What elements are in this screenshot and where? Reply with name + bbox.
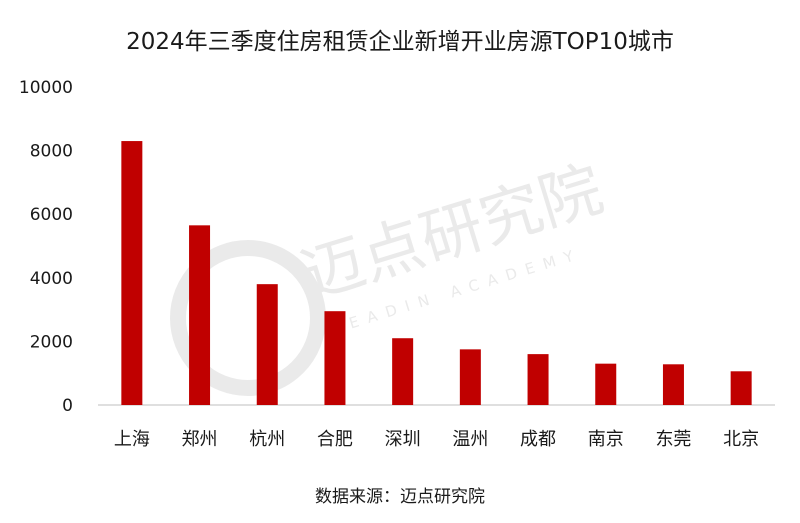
bar (459, 349, 481, 405)
bar (256, 284, 278, 405)
bar (527, 354, 549, 405)
chart-title: 2024年三季度住房租赁企业新增开业房源TOP10城市 (126, 29, 674, 55)
bar (189, 225, 211, 405)
y-tick-label: 10000 (19, 78, 73, 98)
y-tick-label: 2000 (30, 332, 73, 352)
x-tick-label: 北京 (723, 429, 759, 450)
y-tick-label: 6000 (30, 205, 73, 225)
y-tick-label: 4000 (30, 269, 73, 289)
x-tick-label: 南京 (588, 429, 624, 450)
bar (730, 371, 752, 405)
source-note: 数据来源：迈点研究院 (315, 487, 485, 507)
bar (662, 364, 684, 405)
y-tick-label: 0 (62, 396, 73, 416)
x-tick-label: 杭州 (249, 429, 285, 450)
watermark-logo-icon (170, 240, 326, 396)
x-tick-label: 郑州 (182, 429, 218, 450)
bar (324, 311, 346, 405)
x-tick-label: 东莞 (655, 429, 691, 450)
x-tick-label: 成都 (520, 429, 556, 450)
bar (392, 338, 414, 405)
bar (121, 141, 143, 405)
x-tick-label: 上海 (114, 429, 150, 450)
x-tick-label: 深圳 (385, 429, 421, 450)
x-tick-label: 合肥 (317, 429, 353, 450)
x-tick-label: 温州 (452, 429, 488, 450)
bar (595, 363, 617, 405)
y-tick-label: 8000 (30, 142, 73, 162)
